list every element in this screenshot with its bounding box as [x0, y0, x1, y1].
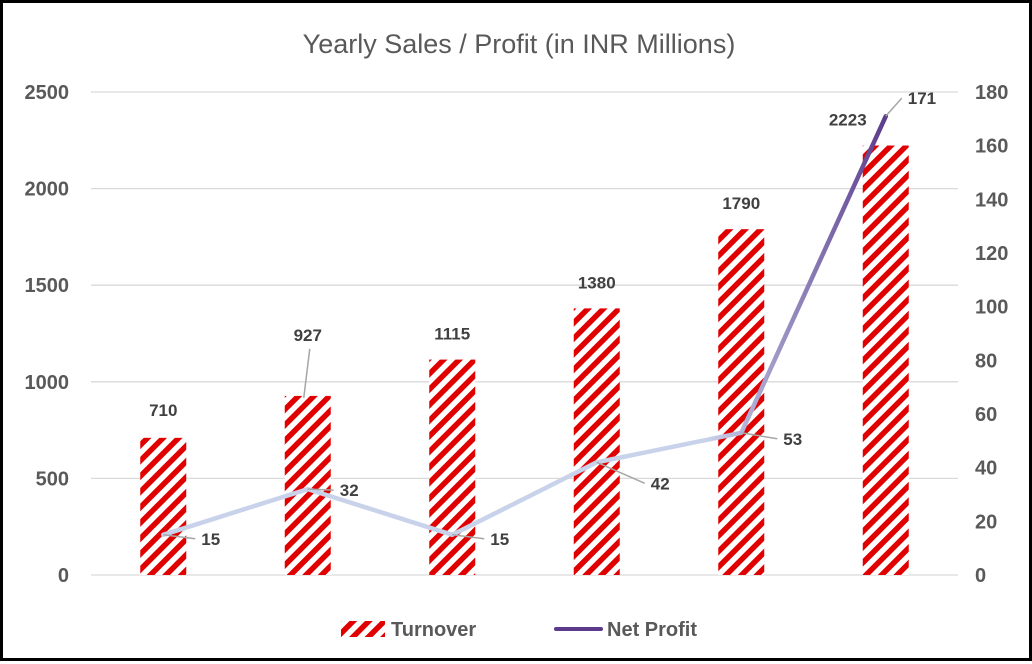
right-axis-tick-label: 120 — [975, 243, 1008, 265]
turnover-bar — [429, 359, 476, 575]
right-axis-tick-label: 60 — [975, 404, 997, 426]
net-profit-data-label: 42 — [651, 474, 670, 493]
right-axis-tick-label: 20 — [975, 511, 997, 533]
net-profit-label-leader — [452, 534, 485, 540]
turnover-bar — [862, 145, 909, 575]
gridlines — [91, 91, 958, 576]
turnover-data-label: 2223 — [829, 111, 867, 130]
right-axis: 0 20 40 60 80 100 120 140 160 180 — [975, 82, 1008, 587]
chart-svg: Yearly Sales / Profit (in INR Millions) … — [25, 29, 1009, 641]
net-profit-label-leader — [596, 461, 646, 484]
right-axis-tick-label: 40 — [975, 458, 997, 480]
turnover-bars — [140, 145, 909, 575]
turnover-data-label: 1115 — [434, 325, 470, 344]
turnover-bar — [284, 395, 331, 575]
left-axis: 0 500 1000 1500 2000 2500 — [25, 82, 70, 587]
net-profit-data-label: 15 — [490, 530, 509, 549]
left-axis-tick-label: 500 — [36, 468, 69, 490]
net-profit-label-leader — [307, 488, 334, 491]
left-axis-tick-label: 0 — [58, 565, 69, 587]
turnover-data-label: 1790 — [722, 194, 760, 213]
net-profit-label-leader — [163, 534, 196, 540]
right-axis-tick-label: 0 — [975, 565, 986, 587]
net-profit-label-leader — [741, 432, 778, 440]
net-profit-data-label: 53 — [783, 430, 802, 449]
net-profit-data-label: 171 — [908, 89, 936, 108]
data-labels: 710 927 1115 1380 1790 2223 15 32 15 42 53 171 — [149, 89, 936, 549]
net-profit-data-label: 32 — [340, 481, 359, 500]
chart-title: Yearly Sales / Profit (in INR Millions) — [303, 29, 736, 59]
turnover-bar — [573, 308, 620, 575]
net-profit-data-label: 15 — [201, 530, 220, 549]
left-axis-tick-label: 1500 — [25, 275, 70, 297]
turnover-data-label: 710 — [149, 401, 177, 420]
turnover-bar — [140, 437, 187, 575]
turnover-label-leader — [303, 348, 311, 398]
right-axis-tick-label: 100 — [975, 297, 1008, 319]
right-axis-tick-label: 160 — [975, 136, 1008, 158]
net-profit-line-path — [161, 113, 889, 538]
turnover-data-label: 927 — [294, 326, 322, 345]
legend-swatch-turnover — [341, 621, 385, 637]
legend-label-net-profit: Net Profit — [607, 619, 697, 641]
right-axis-tick-label: 140 — [975, 189, 1008, 211]
legend-label-turnover: Turnover — [391, 619, 476, 641]
net-profit-line — [161, 113, 889, 538]
legend: Turnover Net Profit — [341, 619, 697, 641]
right-axis-tick-label: 80 — [975, 350, 997, 372]
right-axis-tick-label: 180 — [975, 82, 1008, 104]
net-profit-label-leader — [885, 97, 903, 117]
turnover-data-label: 1380 — [578, 273, 616, 292]
left-axis-tick-label: 1000 — [25, 372, 70, 394]
left-axis-tick-label: 2500 — [25, 82, 70, 104]
left-axis-tick-label: 2000 — [25, 179, 70, 201]
